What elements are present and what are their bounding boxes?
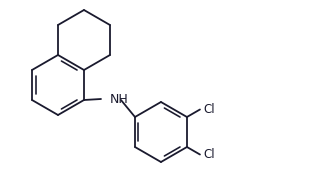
Text: Cl: Cl — [203, 103, 214, 116]
Text: Cl: Cl — [203, 148, 214, 161]
Text: NH: NH — [110, 93, 129, 105]
